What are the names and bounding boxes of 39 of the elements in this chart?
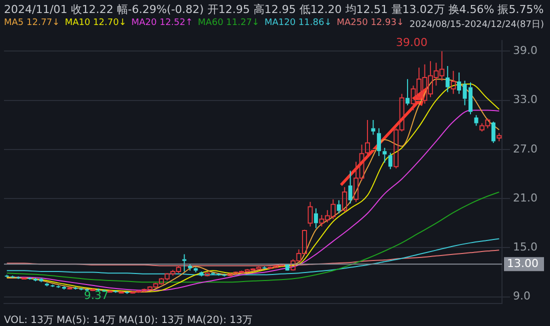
y-tick-label: 15.0: [513, 240, 538, 254]
candlestick: [308, 201, 313, 227]
candlestick: [371, 120, 376, 136]
candlestick: [125, 290, 130, 294]
y-tick-label: 33.0: [513, 93, 538, 106]
candlestick: [376, 128, 381, 157]
text: MA5 12.77↓: [4, 18, 60, 28]
text: 2024/08/15-2024/12/24(87日): [410, 19, 544, 31]
candlestick: [406, 78, 410, 106]
candlestick: [194, 266, 198, 273]
text: VOL: 13万 MA(5): 14万 MA(10): 13万 MA(20): 13万: [4, 314, 252, 326]
text: MA20 12.52↑: [131, 18, 193, 28]
y-tick-label: 39.0: [513, 44, 538, 58]
candlestick: [348, 170, 352, 204]
text: 2024/11/01 收12.22 幅-6.29%(-0.82) 开12.95 高12.95 低12.20 均12.51 量13.02万 换4.56% 振5.75%: [4, 2, 544, 17]
annotation: 39.00: [396, 36, 428, 49]
candlestick: [182, 254, 186, 272]
candlestick: [474, 114, 478, 126]
candlestick: [199, 270, 204, 277]
y-tick-label: 9.0: [513, 290, 530, 303]
candlestick: [446, 65, 450, 93]
line-series: [6, 192, 500, 283]
y-tick-label: 27.0: [513, 142, 538, 156]
annotation: 9.37: [84, 289, 108, 302]
candlestick: [336, 200, 341, 214]
text: MA120 11.86↓: [264, 18, 332, 28]
text: MA250 12.93↓: [336, 18, 404, 28]
candlestick: [457, 72, 462, 94]
candlestick: [382, 147, 387, 164]
candlestick: [314, 208, 318, 229]
y-tick-label: 21.0: [513, 191, 538, 204]
line-series: [6, 238, 500, 276]
text: MA60 11.27↓: [198, 18, 260, 28]
candlestick: [62, 286, 66, 290]
candlestick: [388, 152, 392, 170]
candlestick: [450, 70, 456, 94]
candlestick: [491, 121, 496, 144]
text: MA10 12.70↓: [64, 18, 126, 28]
ref-line-label: 13.00: [507, 256, 538, 270]
